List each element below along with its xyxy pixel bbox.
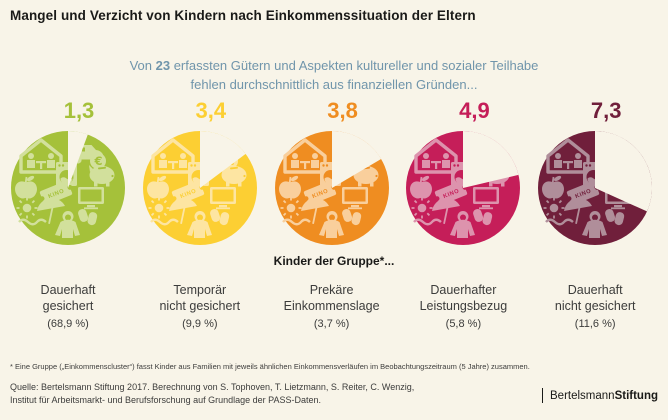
- logo-bar: [541, 388, 543, 403]
- pie-chart: [406, 131, 521, 245]
- pie-group: 3,4 Temporär nicht gesichert (9,9 %): [134, 98, 266, 330]
- chart-subtitle: Von 23 erfassten Gütern und Aspekten kul…: [0, 56, 668, 94]
- pie-chart: [538, 131, 653, 245]
- pie-missing-wedge: [199, 131, 246, 188]
- subtitle-total-goods: 23: [155, 58, 171, 73]
- footnote: * Eine Gruppe („Einkommenscluster“) fass…: [10, 362, 530, 371]
- pie-group: 3,8 Prekäre Einkommenslage (3,7 %): [266, 98, 398, 330]
- subtitle-line2: fehlen durchschnittlich aus finanziellen…: [190, 77, 478, 92]
- pie-value-label: 3,8: [327, 98, 358, 123]
- subtitle-line1: Von 23 erfassten Gütern und Aspekten kul…: [129, 58, 539, 73]
- group-share: (68,9 %): [47, 318, 89, 330]
- pie-group: 7,3 Dauerhaft nicht gesichert (11,6 %): [529, 98, 661, 330]
- pie-missing-wedge: [595, 131, 653, 212]
- group-header: Kinder der Gruppe*...: [273, 254, 395, 268]
- group-share: (11,6 %): [574, 318, 616, 330]
- bertelsmann-stiftung-logo: BertelsmannStiftung: [541, 388, 658, 403]
- source-text: Quelle: Bertelsmann Stiftung 2017. Berec…: [10, 382, 415, 405]
- group-label: Dauerhaft nicht gesichert: [554, 283, 636, 313]
- pie-value-label: 3,4: [195, 98, 227, 123]
- pie-missing-wedge: [331, 131, 381, 188]
- group-label: Dauerhafter Leistungsbezug: [419, 283, 508, 313]
- pie-group: 4,9 Dauerhafter Leistungsbezug (5,8 %): [397, 98, 529, 330]
- logo-text: BertelsmannStiftung: [550, 389, 658, 402]
- pie-value-label: 4,9: [459, 98, 490, 123]
- pie-chart: [11, 131, 125, 245]
- pie-missing-wedge: [68, 131, 88, 188]
- page-title: Mangel und Verzicht von Kindern nach Ein…: [10, 8, 476, 23]
- group-share: (9,9 %): [182, 318, 218, 330]
- group-share: (3,7 %): [313, 318, 350, 330]
- pie-value-label: 7,3: [590, 98, 622, 123]
- pie-chart: [274, 131, 389, 245]
- group-label: Temporär nicht gesichert: [159, 283, 241, 313]
- pie-missing-wedge: [463, 131, 519, 188]
- pie-group: 1,3 Dauerhaft gesichert (68,9 %): [2, 98, 134, 330]
- group-label: Dauerhaft gesichert: [40, 283, 96, 313]
- group-label: Prekäre Einkommenslage: [283, 283, 380, 313]
- group-share: (5,8 %): [445, 318, 482, 330]
- pie-value-label: 1,3: [63, 98, 95, 123]
- pie-chart: [142, 131, 257, 245]
